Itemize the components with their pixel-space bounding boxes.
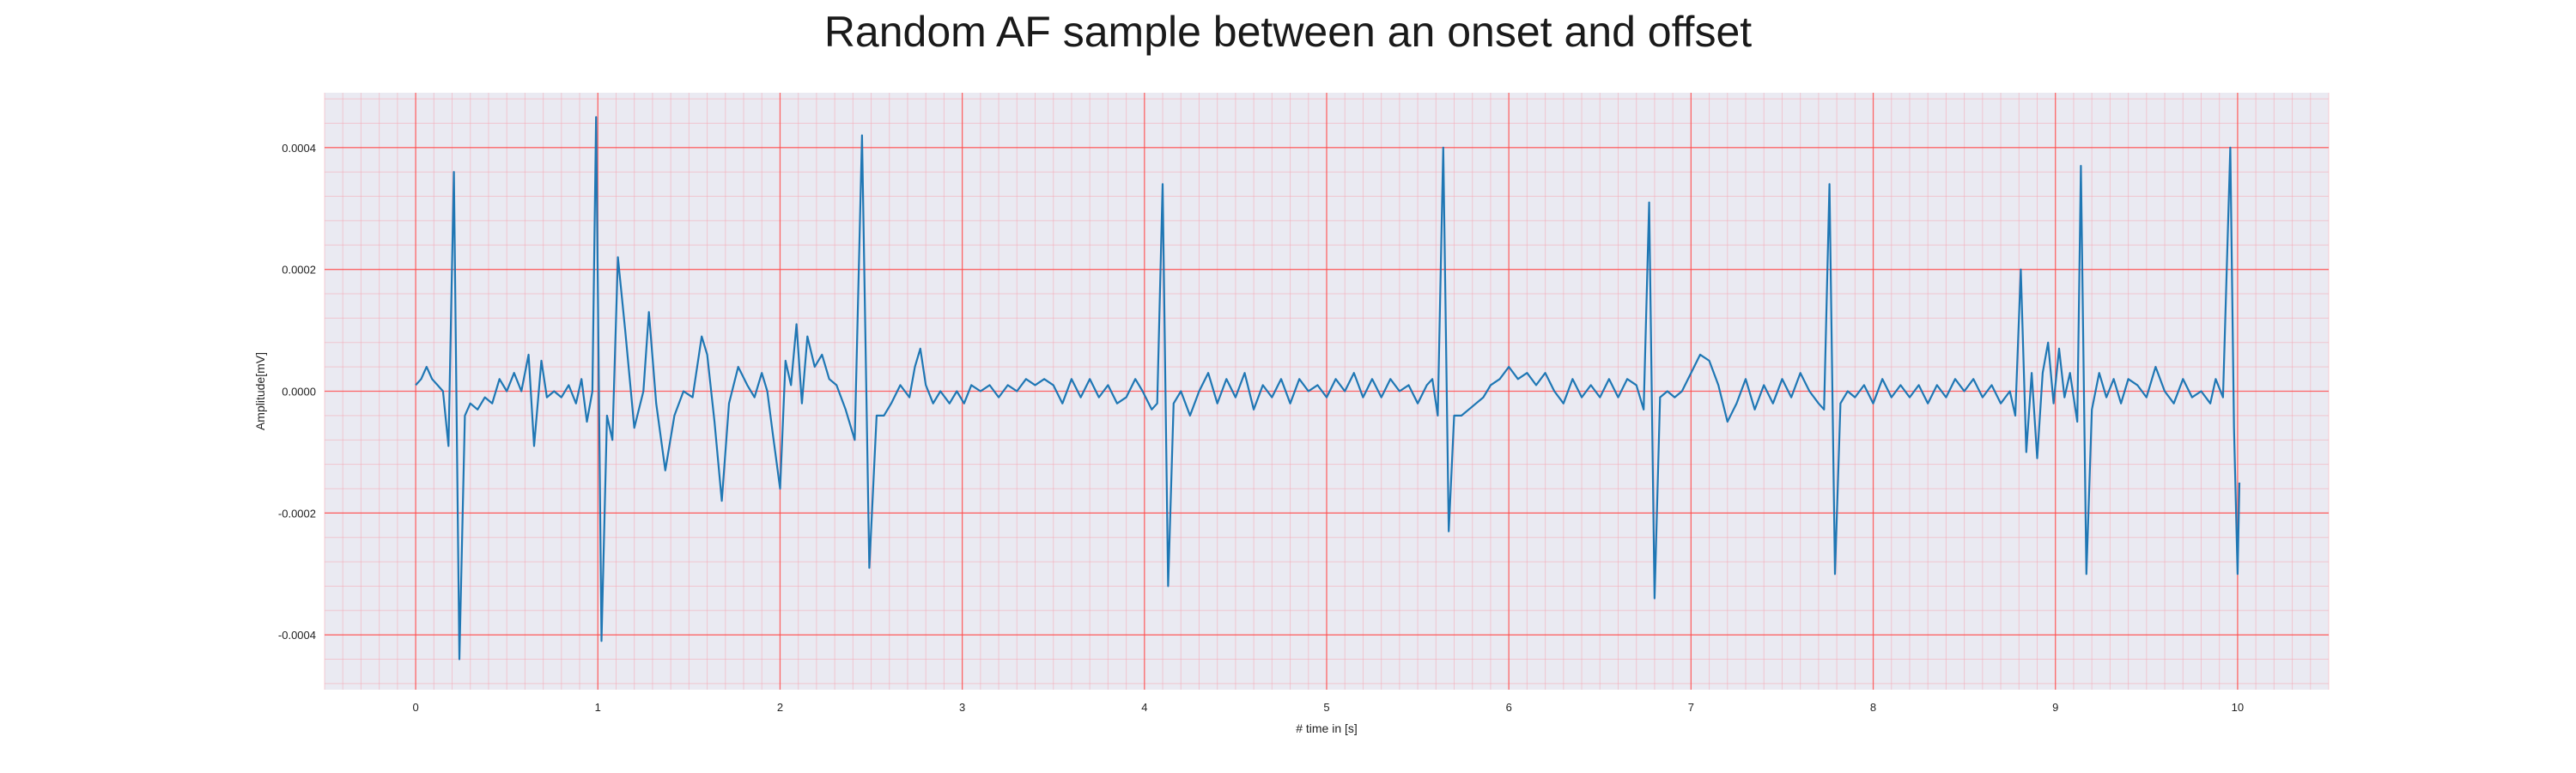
x-axis-label: # time in [s] (1296, 721, 1358, 735)
y-tick-label: -0.0004 (278, 629, 316, 642)
y-tick-label: 0.0002 (282, 264, 316, 277)
x-tick-label: 2 (777, 701, 783, 714)
x-tick-label: 5 (1323, 701, 1329, 714)
y-tick-label: 0.0000 (282, 386, 316, 399)
x-tick-label: 4 (1141, 701, 1147, 714)
y-tick-label: -0.0002 (278, 507, 316, 520)
x-tick-label: 1 (595, 701, 601, 714)
y-axis-label: Amplitude[mV] (253, 352, 267, 430)
y-axis-ticks: -0.0004 -0.0002 0.0000 0.0002 0.0004 (278, 142, 316, 642)
x-tick-label: 10 (2232, 701, 2244, 714)
x-tick-label: 8 (1870, 701, 1876, 714)
x-tick-label: 3 (959, 701, 965, 714)
x-tick-label: 7 (1688, 701, 1694, 714)
x-tick-label: 0 (412, 701, 418, 714)
x-tick-label: 6 (1506, 701, 1512, 714)
x-tick-label: 9 (2052, 701, 2058, 714)
x-axis-ticks: 0 1 2 3 4 5 6 7 8 9 10 (412, 701, 2244, 714)
y-tick-label: 0.0004 (282, 142, 316, 155)
